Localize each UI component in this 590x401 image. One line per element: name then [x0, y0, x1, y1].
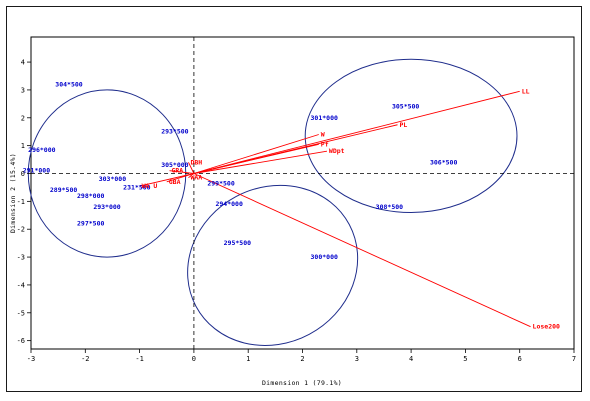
observation-label: 299*500 [207, 179, 234, 187]
confidence-ellipse [304, 58, 518, 213]
variable-label: Lose200 [533, 323, 560, 331]
variable-vector [193, 90, 520, 174]
confidence-ellipse [27, 89, 187, 258]
y-tick-label: -5 [17, 309, 25, 317]
variable-label: WAA [190, 174, 202, 182]
y-tick-label: 1 [21, 142, 25, 150]
x-tick-label: 5 [463, 355, 467, 363]
y-tick-label: -1 [17, 198, 25, 206]
observation-label: 301*000 [311, 114, 338, 122]
variable-vector [169, 170, 194, 174]
observation-label: 308*500 [376, 203, 403, 211]
y-tick-label: -2 [17, 226, 25, 234]
x-tick-label: 4 [409, 355, 413, 363]
variable-label: WDpt [329, 147, 345, 155]
observation-label: 305*000 [161, 161, 188, 169]
confidence-ellipse [187, 184, 359, 346]
variable-label: WA U [142, 182, 158, 190]
y-axis-label: Dimension 2 (15.4%) [9, 153, 17, 233]
variable-label: PL [400, 121, 408, 129]
y-tick-label: 0 [21, 170, 25, 178]
x-tick-label: -1 [135, 355, 143, 363]
variable-label: GBA [169, 178, 181, 186]
observation-label: 294*000 [215, 200, 242, 208]
y-tick-label: -6 [17, 337, 25, 345]
variable-label: W [321, 131, 325, 139]
x-tick-label: -3 [27, 355, 35, 363]
variable-vector [193, 173, 531, 328]
x-tick-label: 2 [300, 355, 304, 363]
variable-vector [139, 173, 195, 187]
x-tick-label: 0 [192, 355, 196, 363]
variable-label: Pf [321, 140, 329, 148]
plot-area [30, 36, 575, 350]
chart-frame: 304*500 296*000 291*000 303*000 289*500 298*0… [6, 6, 582, 392]
variable-vector [188, 162, 195, 174]
x-axis-label: Dimension 1 (79.1%) [262, 379, 342, 387]
x-tick-label: 1 [246, 355, 250, 363]
observation-label: 231*500 [123, 183, 150, 191]
observation-label: 300*000 [311, 253, 338, 261]
biplot-chart: 304*500 296*000 291*000 303*000 289*500298*0… [9, 36, 576, 387]
observation-label: 296*000 [28, 146, 55, 154]
x-tick-label: -2 [81, 355, 89, 363]
variable-vector [193, 143, 319, 174]
y-tick-label: -3 [17, 254, 25, 262]
observation-label: 306*500 [430, 158, 457, 166]
variable-vector [193, 150, 328, 174]
observation-label: 293*500 [161, 128, 188, 136]
y-tick-label: -4 [17, 281, 25, 289]
observation-label: 295*500 [224, 239, 251, 247]
observation-label: 298*000 [77, 192, 104, 200]
observation-label: 291*000 [23, 167, 50, 175]
variable-vector [193, 134, 319, 174]
observation-label: 305*500 [392, 103, 419, 111]
observation-label: 297*500 [77, 220, 104, 228]
x-tick-label: 3 [355, 355, 359, 363]
variable-label: DBH [190, 158, 202, 166]
observation-label: 303*000 [99, 175, 126, 183]
observation-label: 289*500 [50, 186, 77, 194]
y-tick-label: 4 [21, 59, 25, 67]
y-tick-label: 3 [21, 86, 25, 94]
x-tick-label: 6 [518, 355, 522, 363]
variable-label: GRA [171, 167, 183, 175]
observation-label: 293*000 [93, 203, 120, 211]
observation-label: 304*500 [55, 80, 82, 88]
y-tick-label: 2 [21, 114, 25, 122]
variable-label: LL [522, 87, 530, 95]
x-tick-label: 7 [572, 355, 576, 363]
